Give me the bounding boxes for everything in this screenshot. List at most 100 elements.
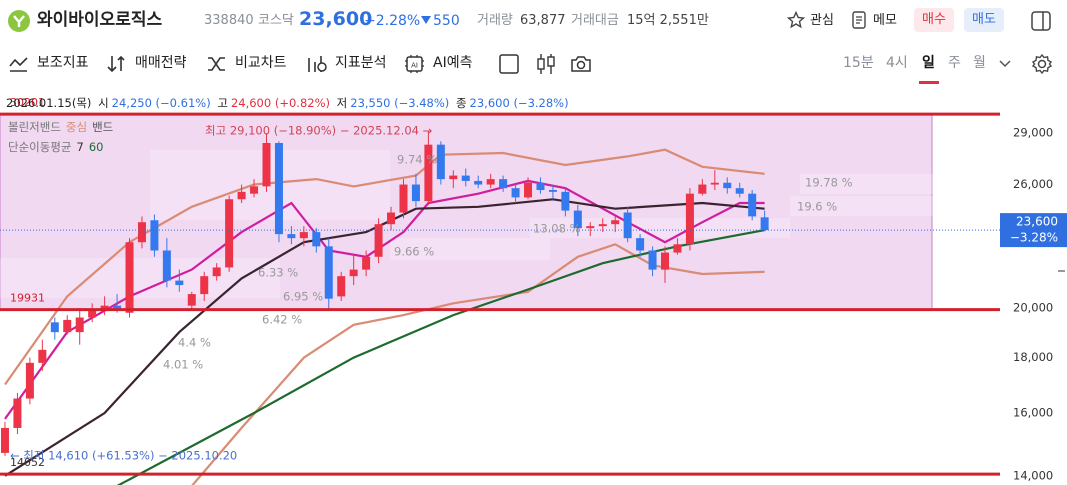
highlight-box [0, 113, 933, 311]
shape-tool[interactable] [498, 53, 520, 75]
period-button[interactable]: 주 [948, 55, 961, 71]
candle-body [75, 317, 84, 333]
indicator-line [191, 243, 765, 485]
stock-logo [8, 10, 30, 32]
y-tick-label: 20,000 [1013, 301, 1053, 315]
period-button[interactable]: 15분 [843, 55, 874, 71]
strategy-icon [107, 55, 125, 73]
level-label: 19931 [10, 292, 45, 305]
annotation: 19.6 % [797, 200, 837, 214]
annotation: 13.08 % [533, 222, 581, 236]
tool-button[interactable]: 보조지표 [37, 55, 89, 71]
y-tick-label: 18,000 [1013, 350, 1053, 364]
info-value: 24,600 (+0.82%) [230, 96, 330, 110]
stock-header: 와이바이오로직스 338840 코스닥 · 23,600 −2.28% 550 … [0, 0, 1067, 42]
candle-body [137, 222, 146, 243]
candle-body [299, 232, 308, 239]
separator: · [288, 13, 293, 28]
info-bar: 2026.01.15(목) 시 24,250 (−0.61%) 고 24,600 (… [6, 95, 572, 111]
compare-icon [208, 57, 225, 71]
candle-body [735, 188, 744, 194]
panel-icon[interactable] [1031, 11, 1051, 31]
memo-icon[interactable] [851, 10, 867, 30]
tool-button[interactable]: AI예측 [433, 55, 473, 71]
info-label: 종 [455, 96, 467, 110]
period-button-active[interactable]: 일 [922, 55, 935, 71]
annotation: 9.66 % [394, 245, 434, 259]
indicator-line [4, 179, 765, 420]
camera-tool[interactable] [570, 54, 592, 74]
annotation-band [790, 196, 990, 216]
info-date: 2026.01.15(목) [6, 96, 92, 110]
candle-body [63, 319, 72, 333]
candle-body [162, 250, 171, 281]
candle-body [374, 224, 383, 257]
y-tick-label: 14,000 [1013, 468, 1053, 482]
volume: 63,877 [520, 13, 566, 28]
legend-param: 중심 [66, 120, 87, 134]
axis-bg [1000, 88, 1067, 485]
candle-body [13, 398, 22, 428]
candle-body [710, 182, 719, 185]
candle-body [611, 220, 620, 225]
annotation: 4.4 % [178, 336, 211, 350]
annotation: 최고 29,100 (−18.90%) − 2025.12.04 → [205, 124, 433, 138]
annotation-band [530, 218, 790, 238]
candle-body [0, 427, 9, 453]
candle-body [324, 246, 333, 299]
candle-body [387, 212, 396, 225]
candle-body [598, 224, 607, 227]
candle-body [362, 256, 371, 270]
candle-body [449, 175, 458, 180]
svg-text:AI: AI [411, 62, 418, 70]
candle-body [548, 190, 557, 192]
annotation: 4.01 % [163, 358, 203, 372]
info-label: 저 [336, 96, 348, 110]
annotation-band [800, 174, 1000, 194]
candle-body [486, 179, 495, 185]
buy-button[interactable]: 매수 [914, 8, 954, 32]
tool-button[interactable]: 지표분석 [335, 55, 387, 71]
candle-body [38, 349, 47, 363]
price-tag [1000, 213, 1067, 248]
sell-button[interactable]: 매도 [964, 8, 1004, 32]
tool-button[interactable]: 매매전략 [135, 55, 187, 71]
change: 550 [433, 13, 460, 29]
market: 코스닥 [258, 13, 294, 28]
memo-button[interactable]: 메모 [873, 13, 897, 28]
annotation: ← 최저 14,610 (+61.53%) − 2025.10.20 [10, 449, 237, 463]
period-button[interactable]: 4시 [886, 55, 908, 71]
legend-name: 볼린저밴드 [8, 120, 61, 134]
price-tag-change: −3.28% [1010, 231, 1058, 245]
watch-button[interactable]: 관심 [810, 13, 834, 28]
legend: 단순이동평균 7 60 [8, 140, 103, 154]
period-button[interactable]: 월 [973, 55, 986, 71]
candle-tool[interactable] [535, 52, 557, 76]
tool-button[interactable]: 비교차트 [235, 55, 287, 71]
settings-icon[interactable] [1031, 53, 1053, 75]
candle-body [212, 267, 221, 277]
price-chart: 30201 19931 14052 최고 29,100 (−18.90%) − 202… [0, 88, 1067, 485]
candle-body [561, 191, 570, 211]
period-dropdown[interactable] [999, 59, 1011, 69]
analysis-icon [308, 56, 327, 72]
candle-body [474, 180, 483, 185]
candle-body [349, 269, 358, 277]
candle-body [312, 232, 321, 247]
candle-body [125, 242, 134, 313]
level-label: 14052 [10, 456, 45, 469]
candle-body [436, 144, 445, 180]
annotation: 6.95 % [283, 290, 323, 304]
candle-body [511, 188, 520, 198]
candle-body [287, 234, 296, 239]
legend-param: 밴드 [92, 120, 113, 134]
candle-body [524, 182, 533, 198]
candle-body [673, 244, 682, 253]
annotation: 6.42 % [262, 313, 302, 327]
star-icon[interactable] [787, 11, 805, 29]
candle-body [88, 310, 97, 318]
active-underline [919, 81, 939, 84]
stock-name: 와이바이오로직스 [37, 10, 163, 30]
legend: 볼린저밴드 중심 밴드 [8, 120, 113, 134]
